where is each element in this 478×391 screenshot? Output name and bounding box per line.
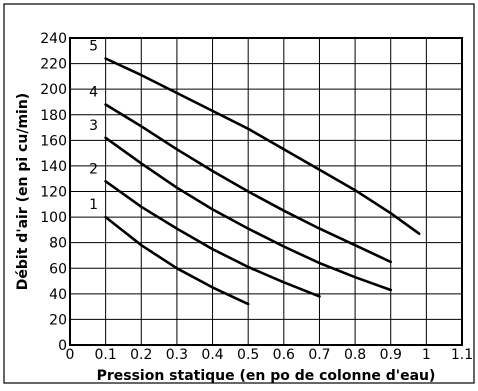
- x-axis-title: Pression statique (en po de colonne d'ea…: [97, 368, 436, 384]
- y-tick-label: 200: [40, 82, 67, 98]
- y-tick-label: 60: [49, 261, 67, 277]
- series-label-4: 4: [89, 85, 98, 101]
- series-line-2: [104, 180, 321, 298]
- series-lines: [104, 57, 421, 306]
- y-tick-label: 20: [49, 312, 67, 328]
- y-tick-label: 40: [49, 287, 67, 303]
- x-tick-label: 0.8: [344, 347, 366, 363]
- x-tick-label: 0.9: [380, 347, 402, 363]
- y-tick-label: 220: [40, 57, 67, 73]
- x-tick-label: 0.7: [308, 347, 330, 363]
- x-tick-label: 0.3: [166, 347, 188, 363]
- x-tick-label: 0.6: [273, 347, 295, 363]
- x-tick-label: 0.5: [237, 347, 259, 363]
- series-line-5: [104, 57, 421, 235]
- series-label-5: 5: [89, 38, 98, 54]
- y-axis-title: Débit d'air (en pi cu/min): [15, 93, 31, 290]
- x-tick-label: 0.4: [201, 347, 223, 363]
- series-line-4: [104, 103, 393, 264]
- y-tick-label: 100: [40, 210, 67, 226]
- x-tick-label: 1.1: [451, 347, 473, 363]
- y-tick-label: 120: [40, 185, 67, 201]
- series-label-3: 3: [89, 118, 98, 134]
- y-tick-label: 80: [49, 236, 67, 252]
- x-tick-label: 0: [66, 347, 75, 363]
- series-labels: 1 2 3 4 5: [89, 38, 98, 213]
- tick-labels: 0 0.1 0.2 0.3 0.4 0.5 0.6 0.7 0.8 0.9 1 1.1 0 20 40 60 8…: [40, 31, 473, 363]
- outer-frame: [3, 3, 475, 384]
- series-label-2: 2: [89, 161, 98, 177]
- y-tick-label: 240: [40, 31, 67, 47]
- y-tick-label: 160: [40, 133, 67, 149]
- y-tick-label: 140: [40, 159, 67, 175]
- x-tick-label: 0.1: [95, 347, 117, 363]
- y-tick-label: 0: [58, 338, 67, 354]
- series-line-3: [104, 136, 393, 292]
- y-tick-label: 180: [40, 108, 67, 124]
- x-tick-label: 1: [422, 347, 431, 363]
- plot-frame: [69, 37, 463, 346]
- series-label-1: 1: [89, 197, 98, 213]
- series-line-1: [104, 215, 250, 306]
- x-tick-label: 0.2: [130, 347, 152, 363]
